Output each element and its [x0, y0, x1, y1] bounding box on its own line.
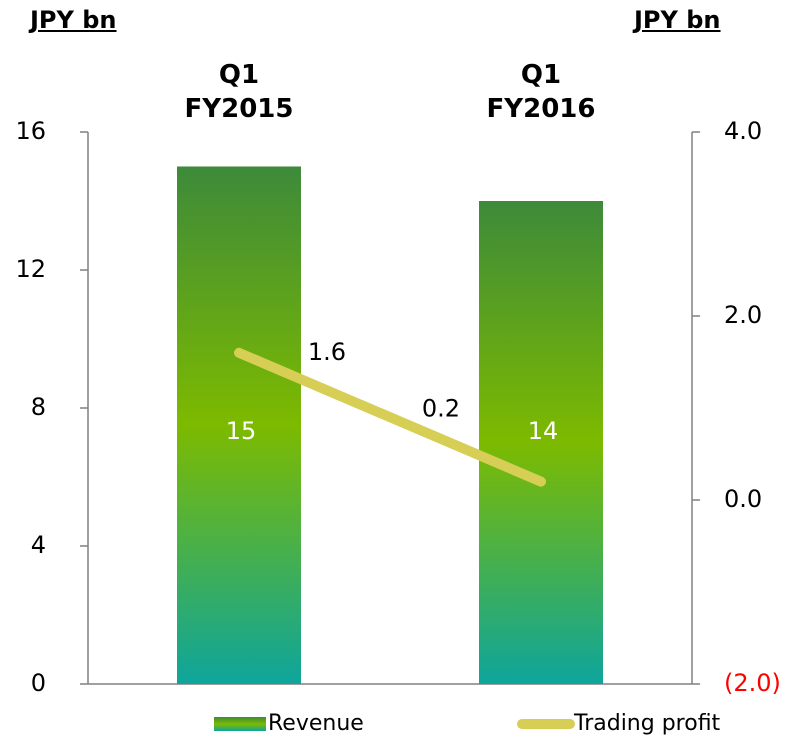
line-value-label: 1.6 [308, 338, 346, 366]
y2-tick-label: (2.0) [724, 669, 781, 697]
y-tick-label: 4 [31, 531, 46, 559]
y-tick-label: 16 [15, 117, 46, 145]
bar-value-label: 14 [528, 417, 559, 445]
y-tick-label: 8 [31, 393, 46, 421]
category-label: Q1 FY2015 [184, 60, 294, 124]
bar-value-label: 15 [226, 417, 257, 445]
bar [177, 166, 301, 684]
y-axis-title: JPY bn [30, 6, 117, 34]
line-value-label: 0.2 [422, 395, 460, 423]
y-tick-label: 0 [31, 669, 46, 697]
y2-tick-label: 4.0 [724, 117, 762, 145]
legend-label: Revenue [268, 711, 364, 736]
y2-tick-label: 0.0 [724, 485, 762, 513]
bar [479, 201, 603, 684]
y-tick-label: 12 [15, 255, 46, 283]
legend-label: Trading profit [573, 711, 721, 736]
line [234, 347, 546, 487]
category-label: Q1 FY2016 [486, 60, 596, 124]
y2-tick-label: 2.0 [724, 301, 762, 329]
legend-swatch [214, 717, 266, 731]
y2-axis-title: JPY bn [634, 6, 721, 34]
